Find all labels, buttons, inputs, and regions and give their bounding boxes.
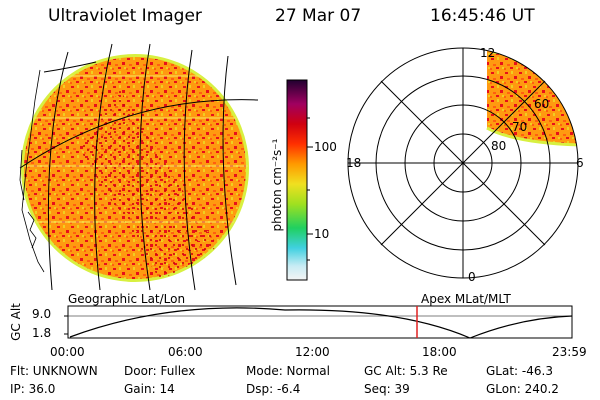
lat-label-60: 60 xyxy=(534,97,550,111)
lat-label-70: 70 xyxy=(512,120,528,134)
mlt-label-18: 18 xyxy=(346,156,362,170)
orbit-ylabel: GC Alt xyxy=(9,303,23,341)
info-seq: Seq: 39 xyxy=(364,382,410,396)
info-flt: Flt: UNKNOWN xyxy=(10,364,98,378)
info-glon: GLon: 240.2 xyxy=(486,382,559,396)
info-gcalt: GC Alt: 5.3 Re xyxy=(364,364,448,378)
orbit-xtick-0000: 00:00 xyxy=(50,345,85,359)
date-label: 27 Mar 07 xyxy=(275,6,362,26)
mlt-label-12: 12 xyxy=(480,46,496,60)
orbit-xtick-2359: 23:59 xyxy=(552,345,587,359)
colorbar-tick-100: 100 xyxy=(314,140,337,154)
colorbar xyxy=(286,79,313,281)
uv-disk-image xyxy=(21,54,249,282)
instrument-title: Ultraviolet Imager xyxy=(48,6,202,26)
orbit-xtick-1800: 18:00 xyxy=(422,345,457,359)
orbit-plot xyxy=(64,305,573,339)
colorbar-tick-10: 10 xyxy=(314,227,330,241)
coastline xyxy=(19,69,45,273)
orbit-ytick-9: 9.0 xyxy=(32,307,52,321)
lat-label-80: 80 xyxy=(491,139,507,153)
polar-plot xyxy=(347,47,579,279)
apex-label: Apex MLat/MLT xyxy=(421,292,511,306)
info-glat: GLat: -46.3 xyxy=(486,364,553,378)
orbit-xtick-1200: 12:00 xyxy=(295,345,330,359)
geographic-label: Geographic Lat/Lon xyxy=(68,292,186,306)
mlt-label-0: 0 xyxy=(468,270,476,284)
altitude-curve xyxy=(69,307,573,339)
info-mode: Mode: Normal xyxy=(246,364,330,378)
info-dsp: Dsp: -6.4 xyxy=(246,382,301,396)
info-door: Door: Fullex xyxy=(124,364,196,378)
orbit-ytick-1.8: 1.8 xyxy=(32,326,52,340)
info-ip: IP: 36.0 xyxy=(10,382,56,396)
time-label: 16:45:46 UT xyxy=(430,6,535,26)
mlt-label-6: 6 xyxy=(576,156,584,170)
colorbar-label: photon cm⁻²s⁻¹ xyxy=(270,138,284,232)
orbit-xtick-0600: 06:00 xyxy=(168,345,203,359)
info-gain: Gain: 14 xyxy=(124,382,175,396)
geographic-grid xyxy=(19,43,259,291)
